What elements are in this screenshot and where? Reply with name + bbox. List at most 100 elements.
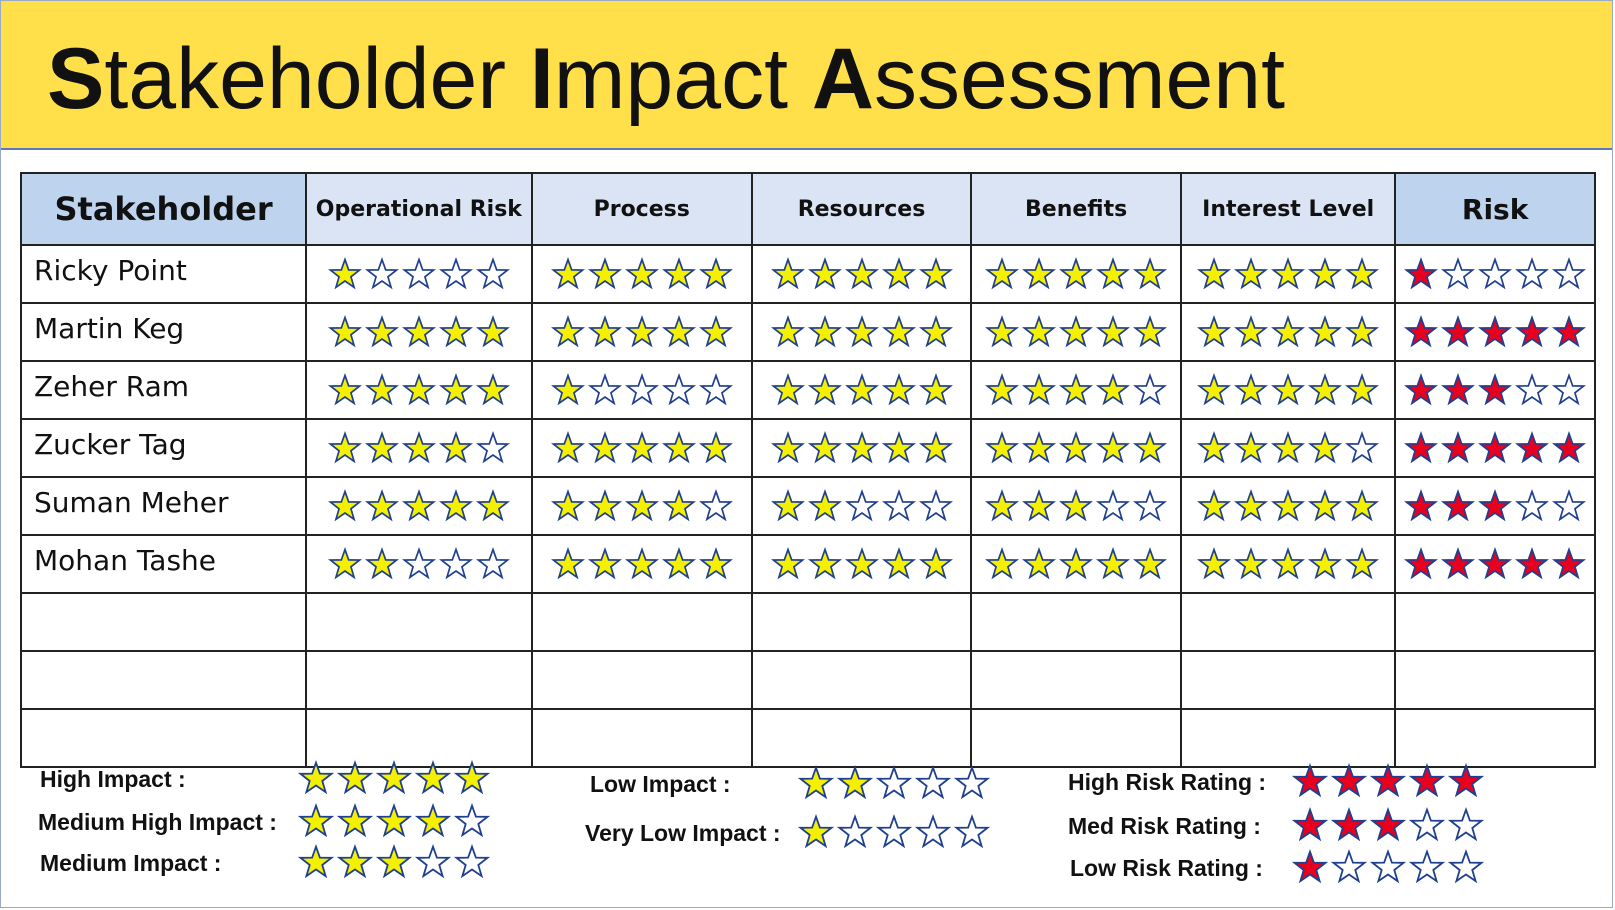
star-rating — [753, 547, 970, 581]
filled-star-icon — [298, 760, 334, 795]
filled-star-icon — [985, 315, 1020, 348]
filled-star-icon — [475, 315, 510, 348]
filled-star-icon — [364, 373, 399, 406]
risk-cell — [1394, 418, 1596, 478]
filled-star-icon — [1404, 257, 1439, 290]
legend-high-impact-stars — [298, 760, 490, 796]
legend-low-impact-stars — [798, 765, 990, 801]
empty-star-icon — [1515, 373, 1550, 406]
filled-star-icon — [587, 489, 622, 522]
empty-star-icon — [438, 257, 473, 290]
filled-star-icon — [1197, 373, 1232, 406]
column-header-stakeholder: Stakeholder — [19, 172, 308, 246]
filled-star-icon — [1022, 431, 1057, 464]
filled-star-icon — [985, 431, 1020, 464]
star-rating — [1182, 489, 1394, 523]
filled-star-icon — [807, 373, 842, 406]
empty-cell — [19, 592, 308, 652]
legend-med-risk-stars — [1292, 807, 1484, 843]
filled-star-icon — [364, 431, 399, 464]
empty-star-icon — [876, 814, 912, 849]
filled-star-icon — [1292, 763, 1328, 798]
filled-star-icon — [1441, 489, 1476, 522]
star-rating — [307, 431, 530, 465]
empty-table-row — [19, 650, 1596, 710]
filled-star-icon — [327, 315, 362, 348]
filled-star-icon — [550, 431, 585, 464]
filled-star-icon — [1059, 257, 1094, 290]
filled-star-icon — [1331, 763, 1367, 798]
filled-star-icon — [985, 547, 1020, 580]
empty-cell — [1180, 650, 1397, 710]
filled-star-icon — [1059, 315, 1094, 348]
empty-star-icon — [1448, 849, 1484, 884]
filled-star-icon — [550, 373, 585, 406]
empty-star-icon — [1133, 373, 1168, 406]
filled-star-icon — [1234, 489, 1269, 522]
filled-star-icon — [698, 257, 733, 290]
empty-star-icon — [915, 765, 951, 800]
legend-med-risk-label: Med Risk Rating : — [1068, 813, 1261, 839]
rating-cell — [305, 302, 533, 362]
legend-high-risk-stars — [1292, 763, 1484, 799]
filled-star-icon — [1022, 489, 1057, 522]
legend-low-risk-label: Low Risk Rating : — [1070, 855, 1263, 881]
filled-star-icon — [837, 765, 873, 800]
rating-cell — [750, 302, 973, 362]
filled-star-icon — [1308, 315, 1343, 348]
filled-star-icon — [550, 315, 585, 348]
filled-star-icon — [770, 547, 805, 580]
filled-star-icon — [1022, 315, 1057, 348]
stakeholder-name: Zucker Tag — [19, 418, 308, 478]
rating-cell — [1180, 302, 1397, 362]
filled-star-icon — [770, 373, 805, 406]
empty-cell — [750, 708, 973, 768]
empty-star-icon — [1370, 849, 1406, 884]
empty-star-icon — [1515, 489, 1550, 522]
empty-star-icon — [698, 373, 733, 406]
filled-star-icon — [798, 765, 834, 800]
filled-star-icon — [327, 431, 362, 464]
filled-star-icon — [1515, 547, 1550, 580]
empty-star-icon — [954, 814, 990, 849]
filled-star-icon — [770, 489, 805, 522]
filled-star-icon — [1448, 763, 1484, 798]
empty-cell — [1394, 650, 1596, 710]
filled-star-icon — [337, 803, 373, 838]
filled-star-icon — [698, 431, 733, 464]
filled-star-icon — [364, 489, 399, 522]
table-row: Martin Keg — [19, 302, 1596, 362]
risk-star-rating — [1396, 257, 1594, 291]
star-rating — [753, 373, 970, 407]
filled-star-icon — [624, 315, 659, 348]
empty-star-icon — [1552, 257, 1587, 290]
table-row: Ricky Point — [19, 244, 1596, 304]
filled-star-icon — [376, 844, 412, 879]
legend-low-risk-stars — [1292, 849, 1484, 885]
rating-cell — [305, 534, 533, 594]
rating-cell — [305, 418, 533, 478]
empty-cell — [305, 708, 533, 768]
rating-cell — [970, 534, 1183, 594]
star-rating — [972, 431, 1180, 465]
filled-star-icon — [1308, 431, 1343, 464]
filled-star-icon — [770, 431, 805, 464]
filled-star-icon — [587, 431, 622, 464]
stakeholder-name: Martin Keg — [19, 302, 308, 362]
filled-star-icon — [1370, 763, 1406, 798]
legend-high-impact-label: High Impact : — [40, 766, 186, 792]
empty-cell — [19, 708, 308, 768]
filled-star-icon — [624, 257, 659, 290]
star-rating — [1182, 257, 1394, 291]
rating-cell — [750, 360, 973, 420]
empty-star-icon — [918, 489, 953, 522]
filled-star-icon — [624, 547, 659, 580]
empty-cell — [530, 592, 753, 652]
filled-star-icon — [1271, 373, 1306, 406]
rating-cell — [530, 360, 753, 420]
filled-star-icon — [364, 547, 399, 580]
empty-star-icon — [1331, 849, 1367, 884]
filled-star-icon — [587, 257, 622, 290]
rating-cell — [305, 476, 533, 536]
